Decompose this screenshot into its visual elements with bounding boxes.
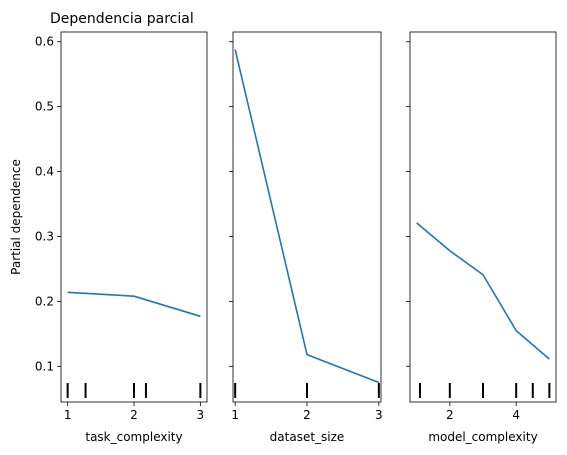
pd-line [234,49,380,384]
x-tick-label: 2 [303,408,311,422]
y-tick-label: 0.4 [35,165,54,179]
y-tick-label: 0.1 [35,359,54,373]
x-tick-label: 4 [512,408,520,422]
axes-frame [409,31,557,403]
x-tick-label: 1 [64,408,72,422]
panel-3: 2 4 model_complexity [406,31,557,444]
x-tick-label: 3 [375,408,383,422]
x-axis-label: task_complexity [85,430,182,444]
y-tick-label: 0.5 [35,100,54,114]
panel-1: 0.1 0.2 0.3 0.4 0.5 0.6 1 2 3 task_complexity [35,31,208,444]
x-axis-label: dataset_size [270,430,345,444]
pd-line [67,291,201,318]
pd-line [416,222,550,360]
y-axis-label: Partial dependence [9,159,23,275]
x-tick-label: 1 [231,408,239,422]
x-tick-label: 2 [446,408,454,422]
axes-frame [232,31,382,403]
y-tick-label: 0.2 [35,294,54,308]
x-tick-label: 2 [130,408,138,422]
chart-panels: 0.1 0.2 0.3 0.4 0.5 0.6 1 2 3 task_complexity 1 2 3 d… [35,31,557,444]
chart-title: Dependencia parcial [50,11,194,27]
axes-frame [60,31,208,403]
y-tick-label: 0.6 [35,35,54,49]
y-tick-label: 0.3 [35,229,54,243]
x-tick-label: 3 [197,408,205,422]
x-axis-label: model_complexity [428,430,537,444]
panel-2: 1 2 3 dataset_size [229,31,383,444]
